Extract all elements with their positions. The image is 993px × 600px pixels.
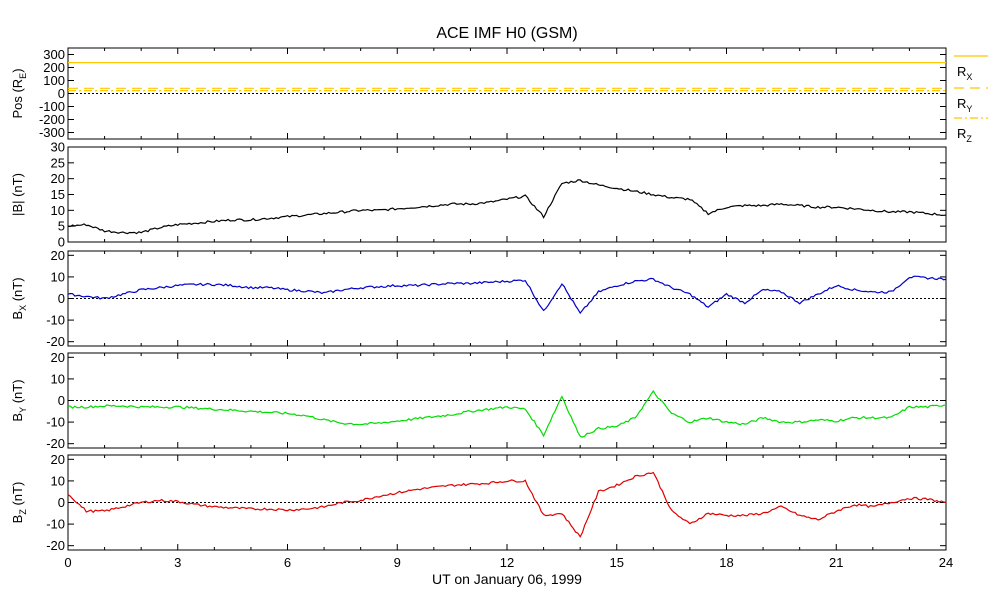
y-tick-label: -10 xyxy=(46,313,65,328)
x-tick-label: 18 xyxy=(719,555,733,570)
y-label-sub: E xyxy=(18,73,28,79)
y-label-tail: (nT) xyxy=(10,482,25,509)
y-tick-label: 10 xyxy=(51,269,65,284)
y-tick-label: 20 xyxy=(51,248,65,263)
x-tick-label: 0 xyxy=(64,555,71,570)
y-tick-label: -10 xyxy=(46,517,65,532)
panel-frame xyxy=(67,352,947,449)
y-label-tail: (nT) xyxy=(10,277,25,304)
y-label-sub: Z xyxy=(18,509,28,515)
legend-label-1: RY xyxy=(957,96,972,114)
y-tick-label: 10 xyxy=(51,203,65,218)
y-label-main: Pos (R xyxy=(10,79,25,119)
legend-name: R xyxy=(957,126,966,141)
y-tick-label: 20 xyxy=(51,452,65,467)
y-tick-label: 25 xyxy=(51,155,65,170)
x-tick-label: 24 xyxy=(939,555,953,570)
y-axis-label: BY (nT) xyxy=(10,379,28,421)
series-line-4-0 xyxy=(67,471,947,538)
y-tick-label: 0 xyxy=(58,291,65,306)
y-label-main: |B| (nT) xyxy=(10,173,25,216)
legend-sub: Z xyxy=(966,134,972,144)
y-label-sub: X xyxy=(18,305,28,311)
y-tick-label: -10 xyxy=(46,415,65,430)
y-label-tail: ) xyxy=(10,68,25,72)
panel-frame xyxy=(67,146,947,243)
y-axis-label: Pos (RE) xyxy=(10,68,28,118)
y-axis-label: BX (nT) xyxy=(10,277,28,319)
x-tick-label: 12 xyxy=(500,555,514,570)
legend-name: R xyxy=(957,64,966,79)
x-tick-label: 9 xyxy=(394,555,401,570)
legend-label-0: RX xyxy=(957,64,972,82)
y-tick-label: -20 xyxy=(46,436,65,451)
series-line-1-0 xyxy=(67,179,947,235)
legend-name: R xyxy=(957,96,966,111)
y-tick-label: 10 xyxy=(51,371,65,386)
y-label-main: B xyxy=(10,311,25,320)
x-tick-label: 6 xyxy=(284,555,291,570)
panel-3: 20 10 0 -10 -20 BX (nT) xyxy=(10,248,947,349)
y-tick-label: 0 xyxy=(58,393,65,408)
y-label-main: B xyxy=(10,515,25,524)
series-line-3-0 xyxy=(67,389,947,438)
y-tick-label: -300 xyxy=(39,125,65,140)
y-tick-label: 100 xyxy=(43,73,65,88)
x-axis-label: UT on January 06, 1999 xyxy=(432,571,582,587)
y-tick-label: -20 xyxy=(46,538,65,553)
y-tick-label: 0 xyxy=(58,235,65,250)
y-tick-label: 20 xyxy=(51,350,65,365)
y-axis-label: BZ (nT) xyxy=(10,482,28,524)
y-tick-label: -100 xyxy=(39,99,65,114)
y-tick-label: 200 xyxy=(43,60,65,75)
y-tick-label: 300 xyxy=(43,47,65,62)
x-tick-label: 15 xyxy=(610,555,624,570)
y-tick-label: 30 xyxy=(51,140,65,155)
y-label-main: B xyxy=(10,413,25,422)
panel-4: 20 10 0 -10 -20 BY (nT) xyxy=(10,350,947,451)
x-tick-label: 3 xyxy=(174,555,181,570)
y-tick-label: -20 xyxy=(46,334,65,349)
y-axis-label: |B| (nT) xyxy=(10,173,25,216)
panel-5: 20 10 0 -10 -20 BZ (nT) xyxy=(10,452,947,553)
y-label-tail: (nT) xyxy=(10,379,25,406)
panel-frame xyxy=(67,454,947,551)
series-line-2-0 xyxy=(67,275,947,315)
legend-label-2: RZ xyxy=(957,126,972,144)
x-axis-tick-labels: 0 3 6 9 12 15 18 21 24 xyxy=(64,555,953,570)
y-tick-label: 0 xyxy=(58,86,65,101)
y-tick-label: 15 xyxy=(51,187,65,202)
y-tick-label: 20 xyxy=(51,171,65,186)
y-tick-label: -200 xyxy=(39,112,65,127)
y-label-sub: Y xyxy=(18,407,28,413)
y-tick-label: 10 xyxy=(51,473,65,488)
legend-sub: Y xyxy=(966,104,972,114)
panel-frame xyxy=(67,47,947,140)
x-tick-label: 21 xyxy=(829,555,843,570)
y-tick-label: 5 xyxy=(58,219,65,234)
panel-frame xyxy=(67,250,947,347)
legend-sub: X xyxy=(966,72,972,82)
chart-title: ACE IMF H0 (GSM) xyxy=(436,25,577,42)
y-tick-label: 0 xyxy=(58,495,65,510)
